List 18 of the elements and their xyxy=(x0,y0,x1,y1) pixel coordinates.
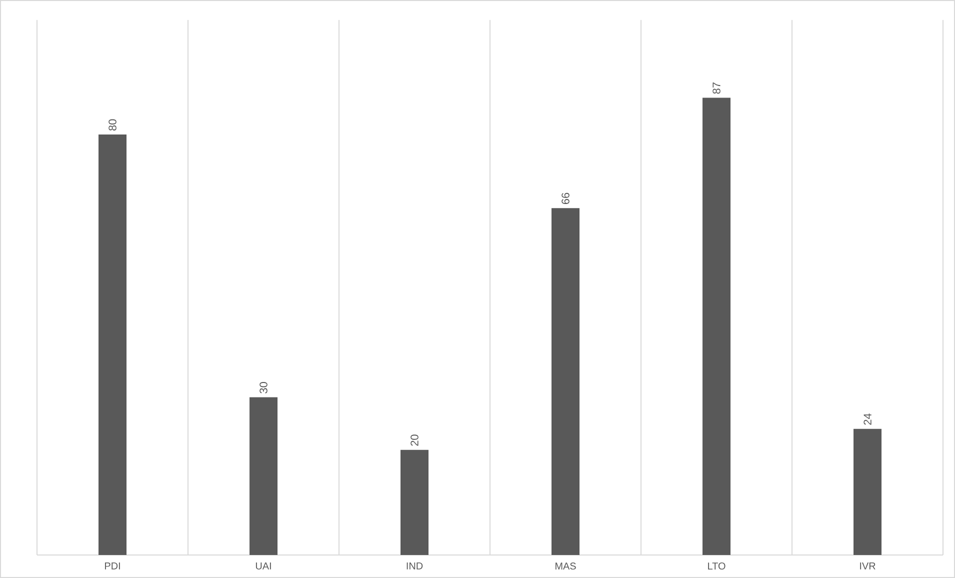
data-label: 87 xyxy=(712,82,720,94)
data-label: 24 xyxy=(864,413,872,425)
bar xyxy=(702,98,731,555)
data-label: 66 xyxy=(562,192,570,204)
data-label: 30 xyxy=(260,382,268,394)
bar xyxy=(98,134,127,555)
x-tick-label: MAS xyxy=(556,562,576,570)
bar xyxy=(400,450,429,555)
x-tick-label: LTO xyxy=(708,562,726,570)
x-tick-label: UAI xyxy=(256,562,271,570)
data-label: 20 xyxy=(410,434,418,446)
bar xyxy=(552,208,580,555)
bar xyxy=(854,428,882,555)
data-label: 80 xyxy=(108,119,116,131)
x-tick-label: IND xyxy=(406,562,423,570)
x-tick-label: IVR xyxy=(860,562,876,570)
x-tick-label: PDI xyxy=(105,562,120,570)
bar xyxy=(250,397,278,555)
